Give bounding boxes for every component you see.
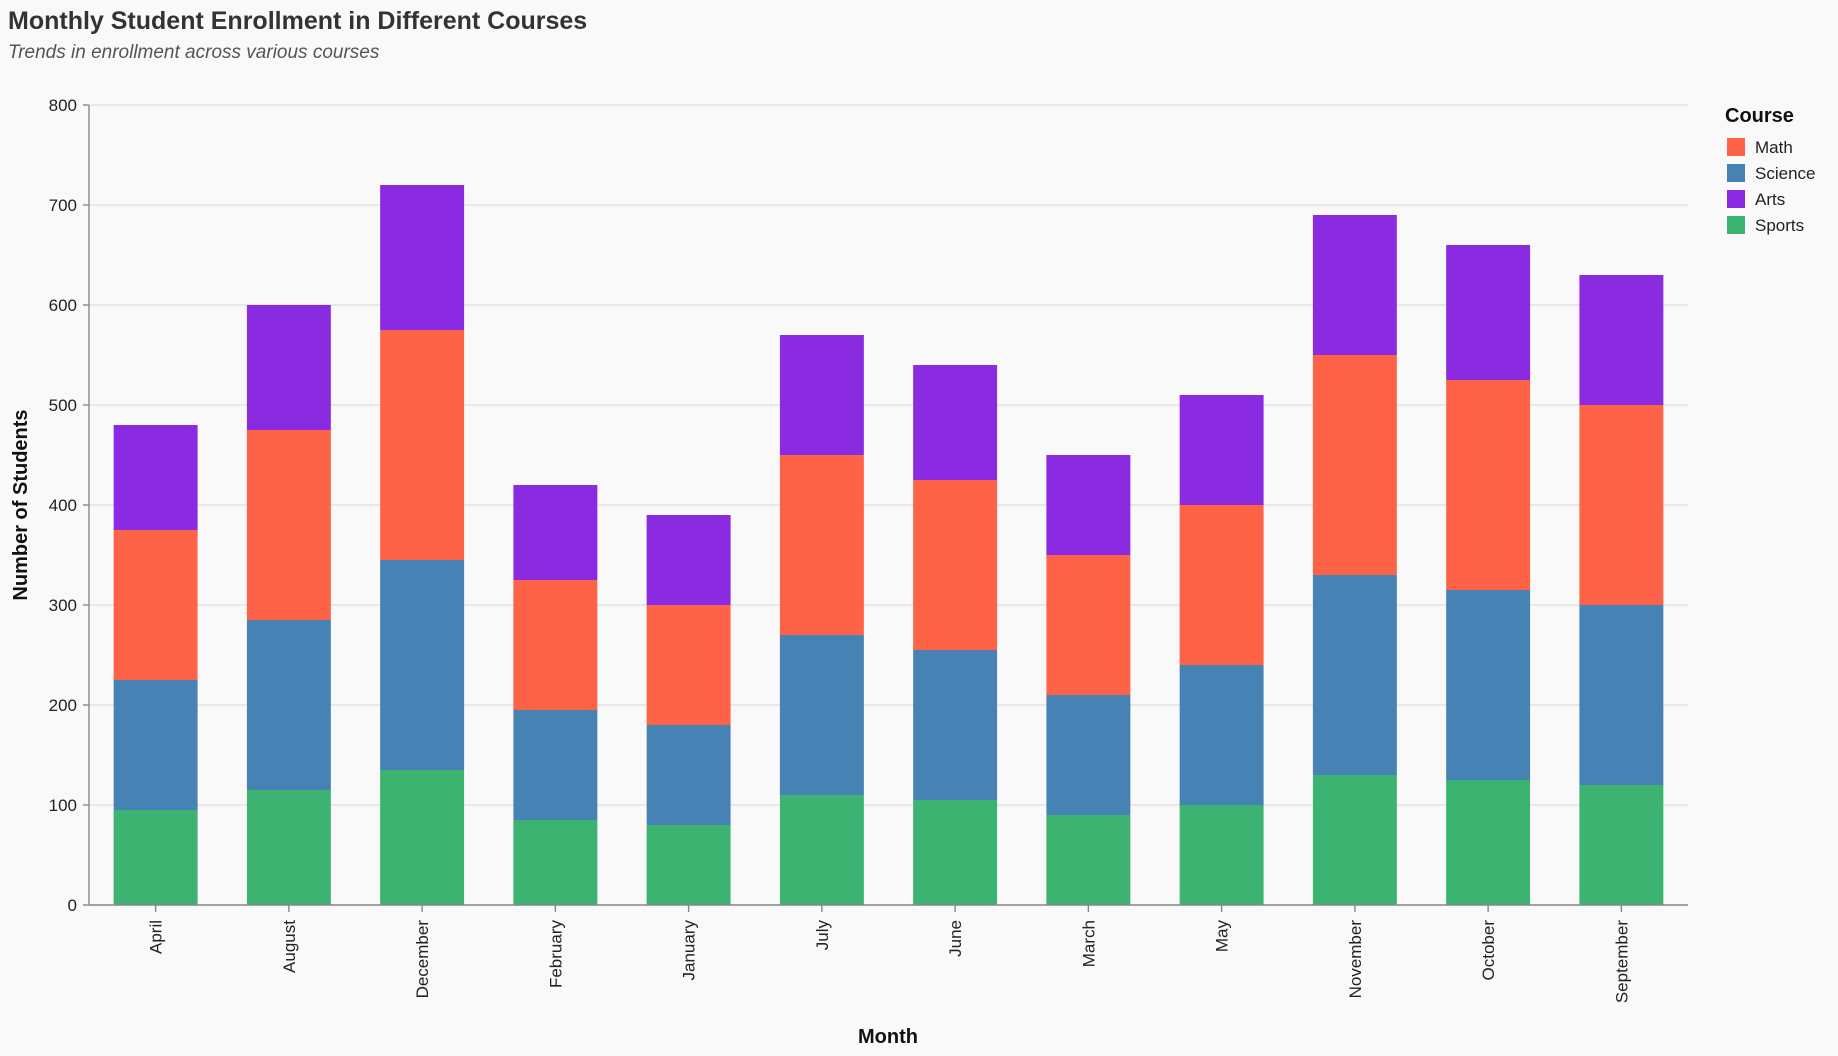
bar-arts-september [1579,275,1664,405]
legend-label-arts: Arts [1755,190,1785,209]
x-tick-label: November [1346,920,1365,999]
bar-arts-may [1179,395,1264,505]
bar-math-july [779,455,864,635]
bar-arts-april [113,425,198,530]
bar-sports-february [513,820,598,905]
bar-sports-september [1579,785,1664,905]
legend-swatch-science [1727,164,1745,182]
bar-science-august [246,620,331,790]
y-tick-label: 700 [49,196,77,215]
legend-label-math: Math [1755,138,1793,157]
legend-swatch-sports [1727,216,1745,234]
legend-swatch-math [1727,138,1745,156]
y-tick-label: 500 [49,396,77,415]
bar-sports-october [1446,780,1531,905]
y-tick-label: 0 [68,896,77,915]
bar-math-april [113,530,198,680]
x-tick-label: April [147,920,166,954]
bar-sports-august [246,790,331,905]
bar-sports-july [779,795,864,905]
x-tick-label: September [1612,920,1631,1003]
bar-math-september [1579,405,1664,605]
bar-arts-february [513,485,598,580]
bar-math-december [380,330,465,560]
bar-science-october [1446,590,1531,780]
x-axis-title: Month [858,1026,918,1048]
y-tick-label: 800 [49,96,77,115]
bar-science-december [380,560,465,770]
y-tick-label: 300 [49,596,77,615]
y-axis-ticks: 0 100 200 300 400 500 600 700 800 [49,96,89,915]
bar-sports-june [913,800,998,905]
legend-label-sports: Sports [1755,216,1804,235]
bar-science-june [913,650,998,800]
x-tick-label: August [280,920,299,973]
bar-science-february [513,710,598,820]
bar-sports-april [113,810,198,905]
x-tick-label: January [680,920,699,981]
bar-science-may [1179,665,1264,805]
bar-math-march [1046,555,1131,695]
bar-math-may [1179,505,1264,665]
y-axis-title: Number of Students [10,409,32,600]
bar-science-november [1312,575,1397,775]
chart-subtitle: Trends in enrollment across various cour… [8,42,380,63]
bar-sports-january [646,825,731,905]
bar-math-february [513,580,598,710]
x-tick-label: May [1213,920,1232,953]
bar-sports-may [1179,805,1264,905]
bar-sports-march [1046,815,1131,905]
bar-arts-august [246,305,331,430]
bar-arts-december [380,185,465,330]
legend-title: Course [1725,105,1794,127]
bar-arts-october [1446,245,1531,380]
legend-label-science: Science [1755,164,1815,183]
x-tick-label: October [1479,920,1498,981]
x-tick-label: June [946,920,965,957]
y-tick-label: 600 [49,296,77,315]
bars [113,185,1664,905]
x-axis-ticks: April August December February January July Ju… [147,905,1631,1003]
bar-arts-july [779,335,864,455]
bar-arts-january [646,515,731,605]
bar-math-october [1446,380,1531,590]
legend-swatch-arts [1727,190,1745,208]
bar-arts-november [1312,215,1397,355]
bar-sports-december [380,770,465,905]
x-tick-label: February [546,920,565,989]
x-tick-label: July [813,920,832,951]
bar-arts-march [1046,455,1131,555]
y-tick-label: 200 [49,696,77,715]
legend: Course Math Science Arts Sports [1725,105,1815,235]
bar-sports-november [1312,775,1397,905]
x-tick-label: March [1079,920,1098,967]
y-tick-label: 400 [49,496,77,515]
bar-science-january [646,725,731,825]
grid [89,104,1688,906]
bar-science-september [1579,605,1664,785]
bar-math-august [246,430,331,620]
bar-science-april [113,680,198,810]
bar-math-november [1312,355,1397,575]
bar-science-march [1046,695,1131,815]
bar-math-january [646,605,731,725]
bar-arts-june [913,365,998,480]
x-tick-label: December [413,920,432,999]
bar-science-july [779,635,864,795]
chart-title: Monthly Student Enrollment in Different … [8,7,587,35]
bar-math-june [913,480,998,650]
y-tick-label: 100 [49,796,77,815]
